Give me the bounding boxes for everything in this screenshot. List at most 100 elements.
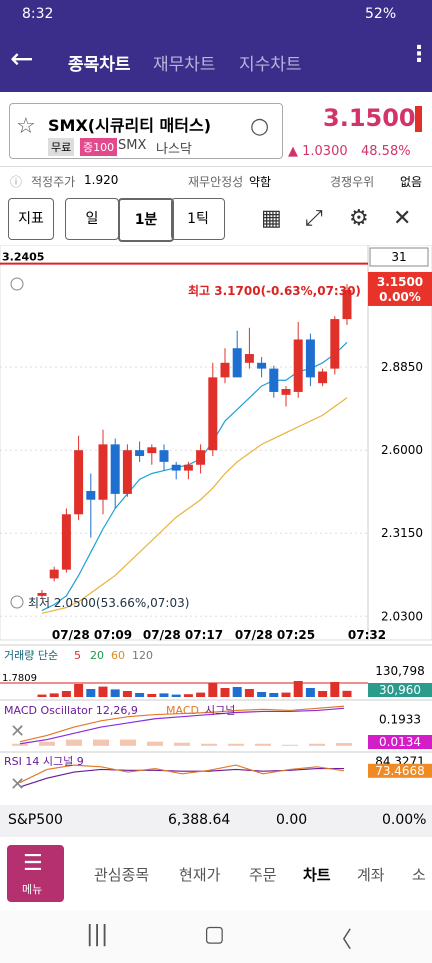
volume-period: 20 xyxy=(90,649,104,662)
battery: 52% xyxy=(365,6,397,22)
badge: 무료 xyxy=(48,138,75,156)
x-tick-label: 07/28 07:09 xyxy=(52,628,132,642)
y-tick-label: 2.0300 xyxy=(381,609,423,623)
indicator-button[interactable]: 지표 xyxy=(8,198,54,240)
oscillator-bar xyxy=(147,741,163,746)
tab[interactable]: 종목차트 xyxy=(68,55,131,75)
volume-bar xyxy=(98,686,108,697)
nav-item[interactable]: 차트 xyxy=(303,866,331,884)
nav-item[interactable]: 주문 xyxy=(249,866,277,884)
rsi-title: RSI 14 시그널 9 xyxy=(4,755,84,768)
candle-body xyxy=(293,339,303,392)
metric-value: 1.920 xyxy=(84,173,119,187)
candle-body xyxy=(147,447,157,454)
menu-label: 메뉴 xyxy=(22,883,43,896)
plot-frame xyxy=(0,245,432,641)
candle-body xyxy=(318,371,328,384)
candle-body xyxy=(196,450,206,465)
volume-bar xyxy=(122,691,132,697)
rsi-tag-label: 73.4668 xyxy=(375,764,425,778)
volume-bar xyxy=(196,692,206,697)
volume-period: 60 xyxy=(111,649,125,662)
menu-button[interactable]: ☰ 메뉴 xyxy=(7,845,64,902)
index-value: 6,388.64 xyxy=(168,812,231,828)
stock-search[interactable]: ☆ SMX(시큐리티 매터스) 무료 증100 SMX 나스닥 ○ xyxy=(9,103,283,159)
volume-period: 5 xyxy=(74,649,81,662)
market: 나스닥 xyxy=(156,142,192,157)
period-button[interactable]: 1틱 xyxy=(171,198,225,240)
volume-bar xyxy=(342,690,352,697)
metric-value: 없음 xyxy=(400,175,423,189)
candle-body xyxy=(232,348,242,378)
macd-title: MACD xyxy=(166,704,199,717)
nav-item[interactable]: 현재가 xyxy=(179,866,221,884)
rsi-signal xyxy=(19,767,344,788)
period-button[interactable]: 일 xyxy=(65,198,119,240)
metric-label: 경쟁우위 xyxy=(330,175,375,189)
volume-bar xyxy=(208,683,218,697)
volume-bar xyxy=(86,689,96,697)
high-note: 최고 3.1700(-0.63%,07:30) xyxy=(188,283,361,298)
close-icon: ✕ xyxy=(10,774,25,795)
volume-bar xyxy=(49,693,59,697)
macd-signal xyxy=(19,707,345,745)
price-tag xyxy=(368,271,432,306)
candle-body xyxy=(220,362,230,378)
volume-bar xyxy=(159,693,169,697)
macd-title: MACD Oscillator 12,26,9 xyxy=(4,704,138,717)
status-bar: 8:32 52% xyxy=(0,0,432,30)
macd-line xyxy=(19,705,345,743)
home-button[interactable]: ▢ xyxy=(204,922,225,947)
candle-body xyxy=(98,444,108,500)
count-box xyxy=(369,247,429,267)
metric-value: 약함 xyxy=(249,175,272,189)
volume-bar xyxy=(135,693,145,697)
candle-body xyxy=(37,592,47,596)
volume-bar xyxy=(330,682,340,697)
metric-label: 적정주가 xyxy=(31,175,76,189)
volume-bar xyxy=(232,687,242,697)
nav-item[interactable]: 관심종목 xyxy=(94,866,150,884)
candle-body xyxy=(74,450,84,515)
tab[interactable]: 지수차트 xyxy=(239,55,302,75)
index-change: 0.00 xyxy=(276,812,308,828)
price-bar xyxy=(415,106,422,132)
volume-max-label: 130,798 xyxy=(375,664,425,678)
zoom-icon xyxy=(10,595,24,609)
macd-tag-label: 0.0134 xyxy=(379,735,421,749)
oscillator-bar xyxy=(309,743,325,746)
volume-bar xyxy=(293,681,303,697)
period-button[interactable]: 1분 xyxy=(118,198,174,242)
macd-top-label: 0.1933 xyxy=(379,713,421,727)
x-tick-label: 07/28 07:25 xyxy=(235,628,315,642)
volume-bar xyxy=(318,691,328,697)
high-line-label: 3.2405 xyxy=(2,251,44,264)
volume-bar xyxy=(244,689,254,697)
oscillator-bar xyxy=(201,743,217,746)
badge: 증100 xyxy=(80,138,118,156)
volume-bar xyxy=(37,694,47,697)
layout-icon[interactable]: ▦ xyxy=(261,206,282,231)
back-nav-button[interactable]: 〈 xyxy=(330,928,353,953)
expand-icon[interactable]: ⤢ xyxy=(305,206,323,231)
volume-bar xyxy=(257,692,267,697)
more-button[interactable]: ⋮ xyxy=(408,42,430,67)
change: ▲ 1.0300 xyxy=(288,144,348,159)
back-button[interactable]: ← xyxy=(10,42,34,75)
metric-label: 재무안정성 xyxy=(188,175,244,189)
recent-button[interactable]: ||| xyxy=(86,922,109,947)
candle-body xyxy=(342,289,352,320)
oscillator-bar xyxy=(66,739,82,746)
ma-slow xyxy=(41,397,348,614)
nav-item[interactable]: 계좌 xyxy=(357,866,385,884)
count: 31 xyxy=(391,250,406,264)
tools-icon[interactable]: ✕ xyxy=(393,206,412,231)
rsi-tag xyxy=(368,763,432,778)
nav-item[interactable]: 소 xyxy=(412,866,426,884)
tab[interactable]: 재무차트 xyxy=(153,55,216,75)
volume-bar xyxy=(147,694,157,697)
rsi-line xyxy=(19,764,345,784)
settings-icon[interactable]: ⚙ xyxy=(349,206,369,231)
